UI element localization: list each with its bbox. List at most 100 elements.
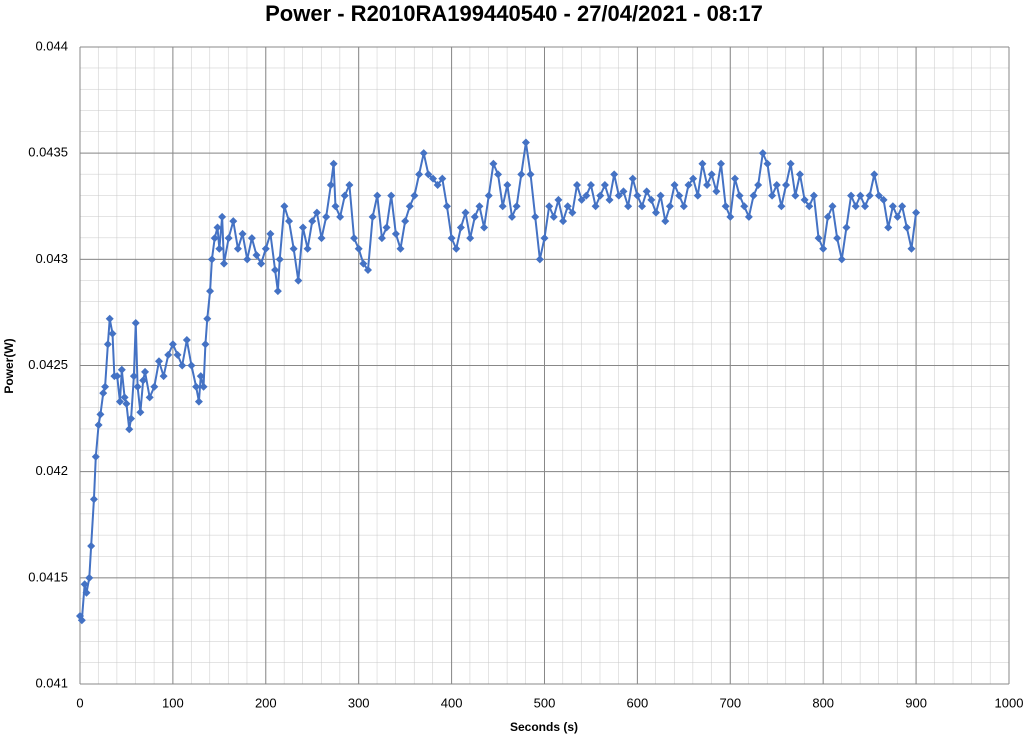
data-point (573, 181, 582, 190)
data-point (582, 191, 591, 200)
data-point (303, 244, 312, 253)
data-point (851, 202, 860, 211)
data-point (596, 191, 605, 200)
data-point (540, 234, 549, 243)
data-point (207, 255, 216, 264)
data-point (129, 372, 138, 381)
data-point (624, 202, 633, 211)
data-point (363, 265, 372, 274)
data-point (154, 357, 163, 366)
data-point (125, 425, 134, 434)
data-point (331, 202, 340, 211)
data-point (391, 229, 400, 238)
data-point (329, 159, 338, 168)
data-point (893, 212, 902, 221)
data-point (703, 181, 712, 190)
y-tick-label: 0.044 (35, 38, 68, 53)
y-tick-label: 0.041 (35, 675, 68, 690)
data-point (415, 170, 424, 179)
data-point (322, 212, 331, 221)
data-point (117, 365, 126, 374)
data-point (670, 181, 679, 190)
x-tick-label: 100 (162, 695, 184, 710)
data-point (470, 212, 479, 221)
data-point (238, 229, 247, 238)
data-point (526, 170, 535, 179)
data-point (87, 541, 96, 550)
x-tick-label: 700 (719, 695, 741, 710)
data-point (257, 259, 266, 268)
data-point (373, 191, 382, 200)
data-point (82, 588, 91, 597)
data-point (498, 202, 507, 211)
data-point (271, 265, 280, 274)
data-point (656, 191, 665, 200)
data-point (340, 191, 349, 200)
data-point (563, 202, 572, 211)
data-point (122, 399, 131, 408)
data-point (252, 251, 261, 260)
data-point (559, 217, 568, 226)
data-point (113, 372, 122, 381)
data-point (312, 208, 321, 217)
x-tick-label: 200 (255, 695, 277, 710)
data-point (133, 382, 142, 391)
data-point (120, 393, 129, 402)
data-point (898, 202, 907, 211)
data-point (294, 276, 303, 285)
data-point (717, 159, 726, 168)
data-point (847, 191, 856, 200)
data-point (182, 336, 191, 345)
data-point (647, 195, 656, 204)
data-point (280, 202, 289, 211)
data-point (517, 170, 526, 179)
data-point (489, 159, 498, 168)
data-point (907, 244, 916, 253)
data-point (308, 217, 317, 226)
data-point (782, 181, 791, 190)
data-point (521, 138, 530, 147)
data-point (326, 181, 335, 190)
data-point (730, 174, 739, 183)
data-point (507, 212, 516, 221)
data-point (833, 234, 842, 243)
data-point (317, 234, 326, 243)
data-point (819, 244, 828, 253)
data-point (247, 234, 256, 243)
y-tick-label: 0.0415 (28, 569, 68, 584)
data-point (192, 382, 201, 391)
data-point (233, 244, 242, 253)
data-point (744, 212, 753, 221)
y-tick-label: 0.043 (35, 251, 68, 266)
data-point (275, 255, 284, 264)
data-point (786, 159, 795, 168)
data-point (466, 234, 475, 243)
data-point (201, 340, 210, 349)
data-point (726, 212, 735, 221)
data-point (712, 187, 721, 196)
data-point (870, 170, 879, 179)
data-point (298, 223, 307, 232)
data-point (91, 452, 100, 461)
data-point (679, 202, 688, 211)
data-point (401, 217, 410, 226)
data-point (912, 208, 921, 217)
data-point (837, 255, 846, 264)
data-point (219, 259, 228, 268)
data-point (749, 191, 758, 200)
data-point (382, 223, 391, 232)
data-point (164, 350, 173, 359)
data-point (549, 212, 558, 221)
x-tick-label: 0 (76, 695, 83, 710)
y-axis-title: Power(W) (2, 338, 16, 393)
data-point (396, 244, 405, 253)
data-point (442, 202, 451, 211)
data-point (456, 223, 465, 232)
data-point (689, 174, 698, 183)
x-tick-label: 1000 (995, 695, 1024, 710)
data-point (735, 191, 744, 200)
data-point (410, 191, 419, 200)
data-point (359, 259, 368, 268)
data-point (823, 212, 832, 221)
